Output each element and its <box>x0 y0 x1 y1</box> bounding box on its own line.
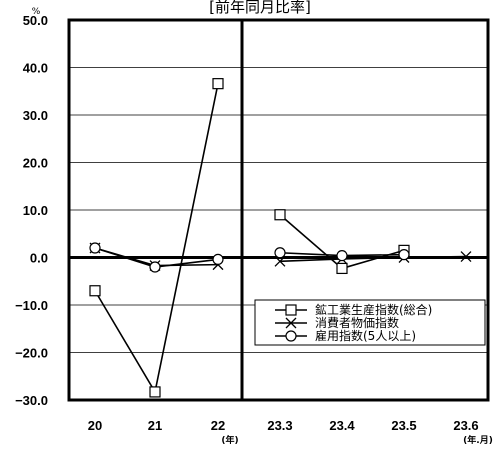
x-tick-label: 23.5 <box>391 418 416 433</box>
legend-item: 鉱工業生産指数(総合) <box>275 302 432 317</box>
y-tick-label: −30.0 <box>15 393 48 408</box>
y-tick-label: 20.0 <box>23 156 48 171</box>
square-marker <box>89 285 101 297</box>
square-marker <box>336 262 348 275</box>
x-tick-labels: 20 21 22(年) 23.3 23.4 23.5 23.6(年.月) <box>88 418 493 446</box>
y-tick-label: 0.0 <box>30 251 48 266</box>
series-group <box>89 78 472 398</box>
cross-marker <box>285 317 297 329</box>
plot-frame <box>67 18 490 402</box>
chart-title: [前年同月比率] <box>209 0 311 16</box>
x-tick-label: 23.3 <box>267 418 292 433</box>
legend-label: 消費者物価指数 <box>315 315 399 330</box>
series-square <box>89 78 410 398</box>
circle-marker <box>336 250 348 262</box>
cross-marker <box>460 251 472 263</box>
y-tick-labels: 50.0 40.0 30.0 20.0 10.0 0.0 −10.0 −20.0 −30.0 <box>15 13 48 408</box>
y-tick-label: 10.0 <box>23 203 48 218</box>
legend-label: 鉱工業生産指数(総合) <box>315 302 432 317</box>
x-tick-label: 23.6 <box>453 418 478 433</box>
x-tick-label: 23.4 <box>329 418 355 433</box>
series-circle <box>89 242 410 273</box>
cross-marker <box>274 255 286 267</box>
x-tick-label: 22 <box>211 418 225 433</box>
legend-label: 雇用指数(5人以上) <box>315 328 416 343</box>
x-tick-label: 21 <box>148 418 162 433</box>
y-tick-label: 50.0 <box>23 13 48 28</box>
circle-marker <box>398 249 410 261</box>
square-marker <box>149 386 161 398</box>
circle-marker <box>285 330 297 342</box>
circle-marker <box>212 253 224 265</box>
circle-marker <box>89 242 101 254</box>
x-tick-sublabel: (年.月) <box>463 434 493 446</box>
series-line <box>94 83 219 395</box>
circle-marker <box>274 247 286 259</box>
square-marker <box>274 209 286 221</box>
x-tick-sublabel: (年) <box>221 434 238 446</box>
y-axis-unit: % <box>32 7 41 17</box>
x-tick-label: 20 <box>88 418 102 433</box>
square-marker <box>212 78 224 90</box>
y-tick-label: −10.0 <box>15 298 48 313</box>
legend-item: 消費者物価指数 <box>275 315 399 330</box>
series-line <box>279 255 467 263</box>
square-marker <box>285 304 297 316</box>
y-tick-label: −20.0 <box>15 346 48 361</box>
y-tick-label: 40.0 <box>23 61 48 76</box>
legend-item: 雇用指数(5人以上) <box>275 328 416 343</box>
circle-marker <box>149 261 161 273</box>
y-tick-label: 30.0 <box>23 108 48 123</box>
